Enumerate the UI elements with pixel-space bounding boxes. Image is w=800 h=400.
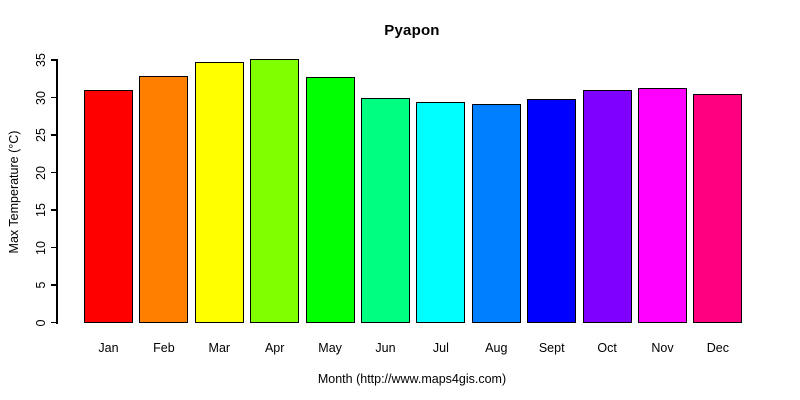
- x-axis-label-may: May: [318, 341, 342, 355]
- x-axis-label-apr: Apr: [264, 341, 285, 355]
- y-axis-tick-label-5: 5: [34, 281, 48, 289]
- y-axis-tick-25: [51, 134, 57, 136]
- y-axis-tick-20: [51, 171, 57, 174]
- x-axis-label-sept: Sept: [538, 341, 565, 355]
- x-axis-label-jan: Jan: [98, 341, 119, 355]
- y-axis-tick-label-35: 35: [34, 53, 48, 67]
- bar-jun: [361, 97, 410, 323]
- y-axis-tick-label-30: 30: [34, 90, 48, 105]
- x-axis-label-oct: Oct: [597, 341, 617, 355]
- bar-jul: [416, 102, 466, 323]
- y-axis-tick-label-25: 25: [34, 128, 48, 142]
- y-axis-tick-5: [51, 284, 57, 286]
- bar-apr: [250, 58, 300, 323]
- x-axis-label-mar: Mar: [208, 341, 231, 355]
- bar-feb: [139, 75, 189, 323]
- y-axis-tick-label-10: 10: [34, 240, 48, 255]
- bar-oct: [582, 90, 632, 323]
- y-axis-tick-0: [51, 321, 57, 324]
- chart-title: Pyapon: [384, 22, 440, 39]
- y-axis-tick-label-0: 0: [34, 319, 48, 326]
- y-axis-tick-35: [51, 59, 57, 61]
- y-axis-tick-label-20: 20: [34, 165, 48, 180]
- bar-mar: [194, 62, 244, 323]
- y-axis-line: [56, 59, 58, 324]
- x-axis-label-jul: Jul: [432, 341, 449, 355]
- bar-nov: [638, 87, 687, 323]
- y-axis-tick-30: [51, 96, 57, 99]
- x-axis-label-jun: Jun: [375, 341, 396, 355]
- y-axis-tick-label-15: 15: [34, 203, 48, 217]
- x-axis-label-nov: Nov: [651, 341, 674, 355]
- x-axis-label-feb: Feb: [153, 341, 175, 355]
- x-axis-label-aug: Aug: [485, 341, 508, 355]
- bar-aug: [471, 103, 521, 323]
- bar-sept: [527, 99, 577, 323]
- bar-may: [305, 77, 355, 323]
- y-axis-tick-15: [51, 209, 57, 211]
- x-axis-label: Month (http://www.maps4gis.com): [317, 372, 507, 386]
- bar-jan: [84, 90, 133, 323]
- x-axis-label-dec: Dec: [706, 341, 730, 355]
- bar-dec: [693, 93, 743, 323]
- y-axis-tick-10: [51, 246, 57, 249]
